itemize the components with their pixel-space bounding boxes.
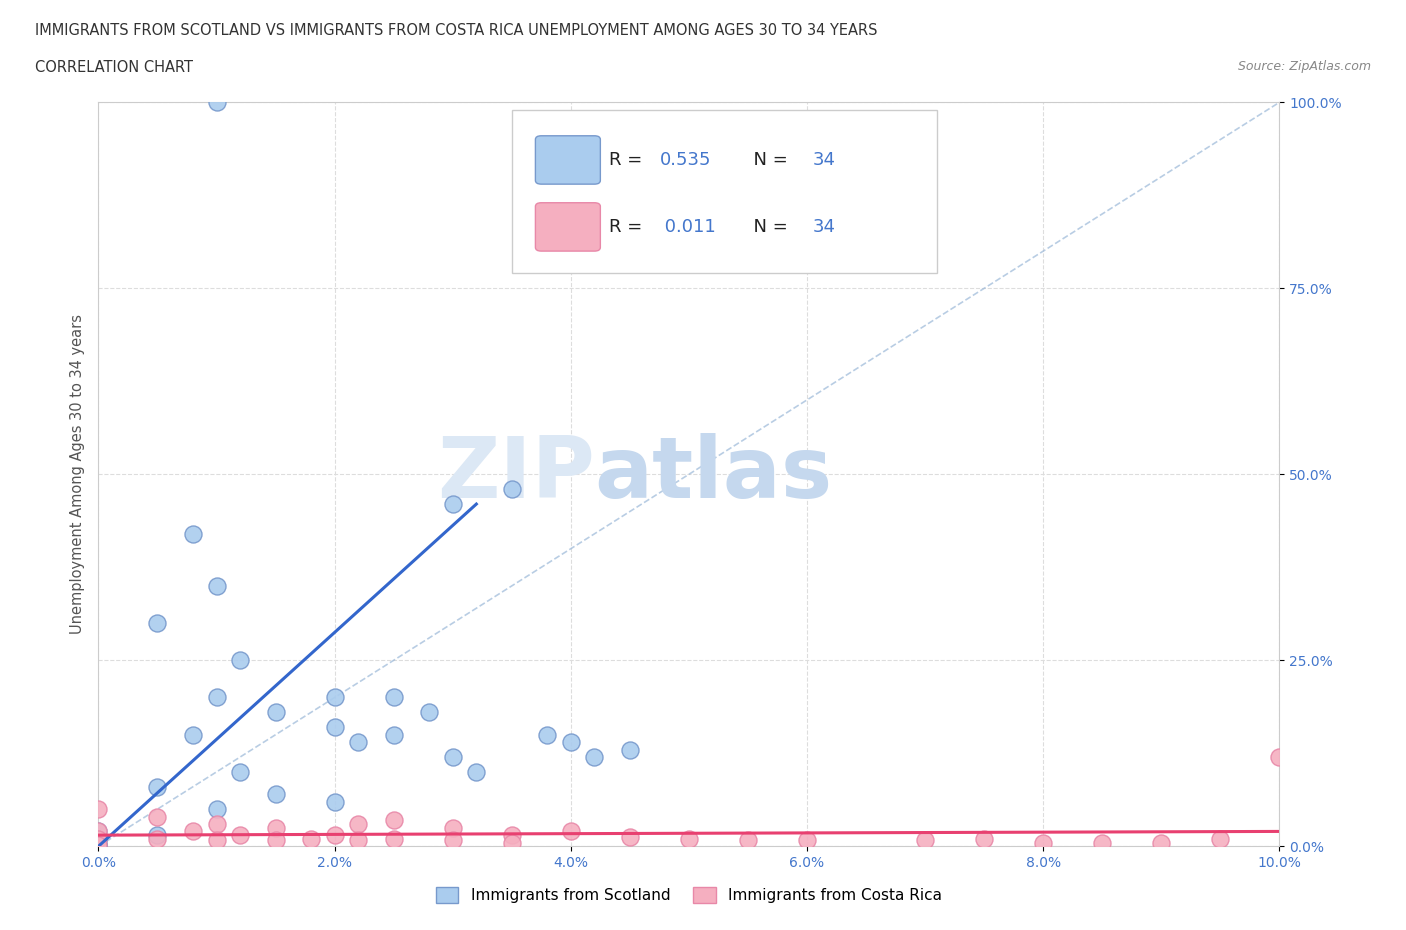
Point [441,497,464,512]
Point [146,831,169,846]
Point [441,833,464,848]
Point [347,833,370,848]
FancyBboxPatch shape [512,110,936,273]
Point [501,828,523,843]
Point [1032,835,1054,850]
Point [323,690,346,705]
Point [1209,831,1232,846]
Point [418,705,440,720]
Point [619,742,641,757]
Point [87,831,110,846]
Point [560,824,582,839]
Point [323,720,346,735]
Text: 34: 34 [813,219,837,236]
Text: N =: N = [742,152,793,169]
Y-axis label: Unemployment Among Ages 30 to 34 years: Unemployment Among Ages 30 to 34 years [69,314,84,634]
Point [87,824,110,839]
Point [382,831,405,846]
Point [299,831,322,846]
Text: 0.011: 0.011 [659,219,716,236]
Point [264,705,287,720]
Point [264,833,287,848]
Point [382,812,405,827]
Point [323,794,346,809]
Point [87,835,110,850]
Text: CORRELATION CHART: CORRELATION CHART [35,60,193,75]
Point [87,831,110,846]
Point [87,838,110,853]
Point [229,828,252,843]
Point [441,820,464,835]
Point [501,835,523,850]
Point [619,830,641,844]
Point [560,735,582,750]
Point [347,817,370,831]
Point [347,735,370,750]
Point [229,653,252,668]
Text: 0.535: 0.535 [659,152,711,169]
Point [1150,835,1173,850]
Text: atlas: atlas [595,432,832,516]
Point [501,482,523,497]
Point [181,526,204,541]
Point [264,787,287,802]
Text: 34: 34 [813,152,837,169]
Point [181,727,204,742]
Point [205,578,228,593]
Point [465,764,488,779]
Point [146,616,169,631]
Point [1091,835,1114,850]
Point [146,809,169,824]
Point [87,839,110,854]
Point [87,837,110,852]
Point [264,820,287,835]
Point [1268,750,1291,764]
Point [205,690,228,705]
Point [323,828,346,843]
Point [87,824,110,839]
Point [146,779,169,794]
Text: IMMIGRANTS FROM SCOTLAND VS IMMIGRANTS FROM COSTA RICA UNEMPLOYMENT AMONG AGES 3: IMMIGRANTS FROM SCOTLAND VS IMMIGRANTS F… [35,23,877,38]
Point [678,831,700,846]
Text: N =: N = [742,219,793,236]
Point [914,833,936,848]
Point [146,828,169,843]
Point [536,727,558,742]
FancyBboxPatch shape [536,203,600,251]
Point [205,833,228,848]
Text: ZIP: ZIP [437,432,595,516]
Point [87,802,110,817]
Text: R =: R = [609,152,648,169]
Legend: Immigrants from Scotland, Immigrants from Costa Rica: Immigrants from Scotland, Immigrants fro… [429,881,949,910]
Point [737,833,759,848]
FancyBboxPatch shape [536,136,600,184]
Point [382,690,405,705]
Point [205,802,228,817]
Point [181,824,204,839]
Point [973,831,995,846]
Point [229,764,252,779]
Point [441,750,464,764]
Point [796,833,818,848]
Text: R =: R = [609,219,648,236]
Text: Source: ZipAtlas.com: Source: ZipAtlas.com [1237,60,1371,73]
Point [583,750,606,764]
Point [87,837,110,852]
Point [205,817,228,831]
Point [205,95,228,110]
Point [382,727,405,742]
